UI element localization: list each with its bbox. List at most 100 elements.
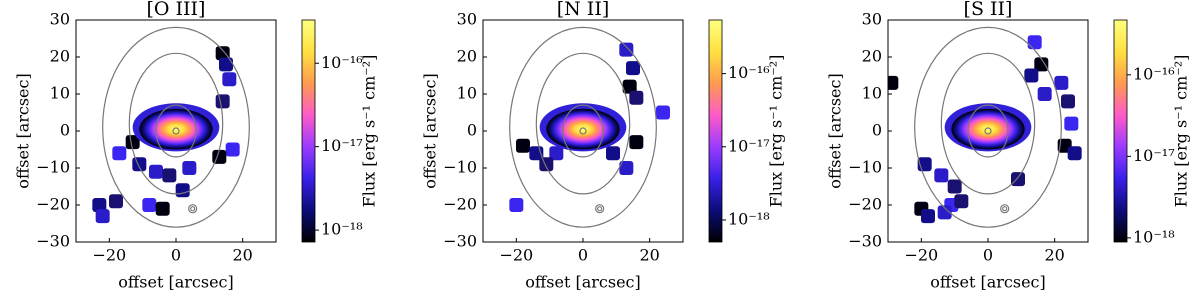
flux-pixel (142, 198, 157, 212)
flux-pixel (219, 57, 233, 72)
colorbar-tick-label: 10⁻¹⁶ (321, 53, 363, 72)
flux-pixel (921, 209, 935, 224)
flux-pixel (182, 161, 197, 175)
flux-pixel (888, 75, 899, 90)
chart-title: [S II] (964, 0, 1013, 20)
panel: −20 0 20 −30 −20 −10 0 10 20 30 [O III] offset [arc… (14, 0, 379, 292)
contour (595, 204, 605, 214)
x-tick-label: −20 (904, 246, 938, 265)
contour (535, 52, 631, 195)
contour (562, 104, 604, 158)
contour (1000, 204, 1010, 214)
colorbar-label: Flux [erg s⁻¹ cm⁻²] (360, 55, 379, 208)
y-tick-label: 10 (862, 84, 882, 103)
y-tick-label: −20 (36, 195, 70, 214)
chart-title: [N II] (557, 0, 610, 20)
flux-pixel (109, 194, 123, 209)
x-tick-label: 0 (171, 246, 181, 265)
flux-pixel (132, 157, 147, 172)
flux-pixel (149, 164, 163, 179)
flux-pixel (549, 146, 564, 161)
flux-pixel (92, 198, 107, 212)
flux-pixel (95, 209, 110, 224)
flux-map (139, 108, 213, 150)
contour (190, 206, 196, 212)
colorbar (301, 19, 316, 243)
contour (940, 52, 1036, 195)
y-tick-label: −30 (36, 232, 70, 251)
contour (914, 26, 1062, 228)
contour (1002, 206, 1008, 212)
colorbar-label: Flux [erg s⁻¹ cm⁻²] (767, 55, 786, 208)
x-tick-label: −20 (499, 246, 533, 265)
flux-pixel (937, 205, 952, 220)
flux-pixel (954, 194, 969, 209)
y-axis-label: offset [arcsec] (826, 73, 845, 188)
flux-pixel (1027, 35, 1042, 50)
plot-area (509, 26, 670, 228)
y-tick-label: 0 (60, 121, 70, 140)
flux-pixel (619, 161, 634, 175)
y-tick-label: 30 (50, 10, 70, 29)
contour (155, 104, 197, 158)
flux-pixel (1034, 57, 1049, 72)
contour (102, 26, 250, 228)
flux-pixel (934, 168, 949, 183)
y-tick-label: −10 (36, 158, 70, 177)
contour (579, 127, 587, 135)
y-tick-label: 30 (457, 10, 477, 29)
y-tick-label: −30 (848, 232, 882, 251)
y-tick-label: 10 (457, 84, 477, 103)
flux-pixel (1024, 68, 1039, 83)
y-tick-label: 20 (862, 47, 882, 66)
colorbar-tick-label: 10⁻¹⁶ (728, 63, 770, 82)
y-tick-label: −20 (848, 195, 882, 214)
flux-pixel (1037, 87, 1052, 101)
y-tick-label: 20 (457, 47, 477, 66)
contour (509, 26, 657, 228)
flux-pixel (125, 135, 140, 150)
flux-pixel (629, 90, 644, 105)
flux-pixel (629, 135, 644, 150)
y-tick-label: 30 (862, 10, 882, 29)
x-axis-label: offset [arcsec] (930, 273, 1045, 292)
flux-pixel (155, 201, 170, 216)
flux-pixel (1054, 75, 1069, 90)
flux-pixel (215, 94, 230, 109)
colorbar-tick-label: 10⁻¹⁷ (321, 136, 363, 155)
contour (172, 127, 180, 135)
x-tick-label: 0 (983, 246, 993, 265)
colorbar-tick-label: 10⁻¹⁸ (728, 209, 770, 228)
x-tick-label: 20 (232, 246, 252, 265)
flux-pixel (656, 105, 670, 120)
colorbar (1113, 19, 1128, 243)
colorbar-tick-label: 10⁻¹⁷ (1133, 146, 1175, 165)
y-axis-label: offset [arcsec] (421, 73, 440, 188)
y-axis-label: offset [arcsec] (14, 73, 33, 188)
y-tick-label: 10 (50, 84, 70, 103)
plot-area (92, 26, 250, 228)
y-tick-label: −30 (443, 232, 477, 251)
y-tick-label: 20 (50, 47, 70, 66)
x-tick-label: 0 (578, 246, 588, 265)
colorbar (708, 19, 723, 243)
y-tick-label: 0 (872, 121, 882, 140)
panel: −20 0 20 −30 −20 −10 0 10 20 30 [S II] offset [arcs… (826, 0, 1191, 292)
flux-pixel (1064, 116, 1079, 131)
flux-pixel (626, 61, 640, 76)
flux-pixel (225, 142, 240, 157)
contour (984, 127, 992, 135)
contour (128, 52, 224, 195)
colorbar-tick-label: 10⁻¹⁸ (1133, 227, 1175, 246)
flux-map (546, 108, 620, 150)
flux-pixel (175, 183, 190, 198)
panel: −20 0 20 −30 −20 −10 0 10 20 30 [N II] offset [arcs… (421, 0, 786, 292)
flux-pixel (1011, 172, 1025, 187)
flux-pixel (162, 168, 177, 183)
x-axis-label: offset [arcsec] (118, 273, 233, 292)
flux-pixel (112, 146, 127, 161)
flux-pixel (619, 42, 634, 57)
x-tick-label: −20 (92, 246, 126, 265)
x-tick-label: 20 (1044, 246, 1064, 265)
